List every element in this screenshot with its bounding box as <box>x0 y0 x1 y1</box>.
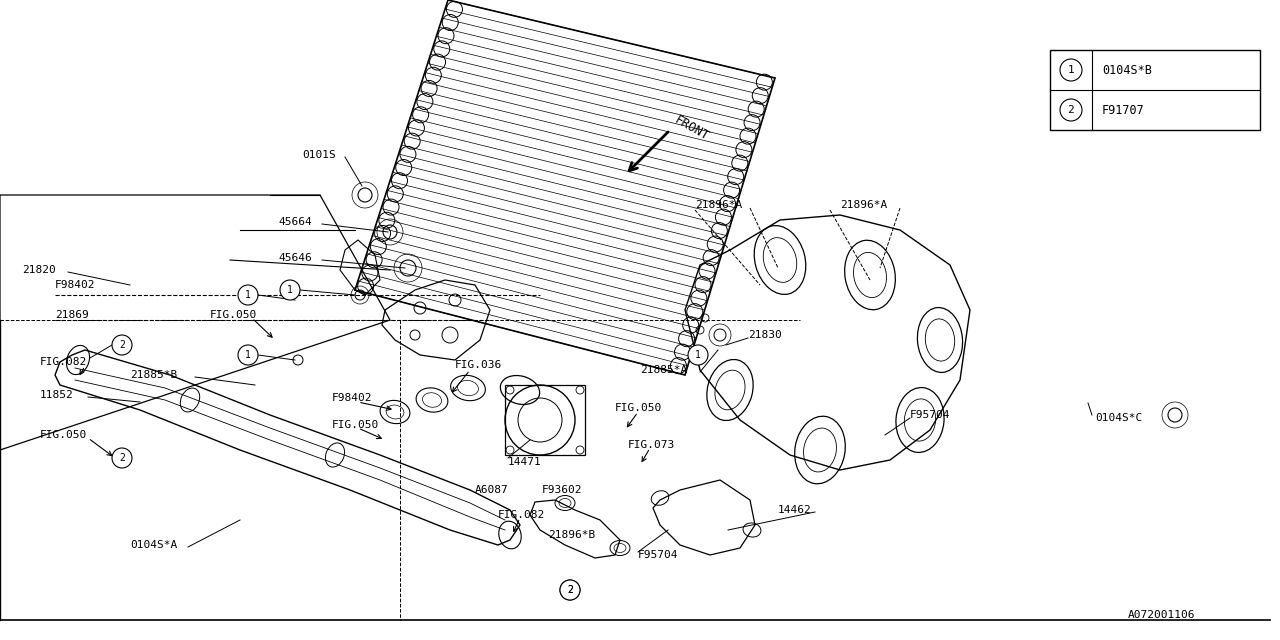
Circle shape <box>280 280 300 300</box>
Circle shape <box>561 580 580 600</box>
Text: 14471: 14471 <box>508 457 541 467</box>
Text: 21896*A: 21896*A <box>840 200 887 210</box>
Text: FIG.050: FIG.050 <box>614 403 662 413</box>
Text: 0104S*A: 0104S*A <box>131 540 177 550</box>
Text: F91707: F91707 <box>1102 104 1144 116</box>
Text: A072001106: A072001106 <box>1128 610 1196 620</box>
Text: F95704: F95704 <box>637 550 678 560</box>
Text: 0104S*C: 0104S*C <box>1094 413 1142 423</box>
Text: F98402: F98402 <box>332 393 372 403</box>
Text: 21885*B: 21885*B <box>131 370 177 380</box>
Circle shape <box>238 345 259 365</box>
Text: F98402: F98402 <box>55 280 96 290</box>
Circle shape <box>113 335 132 355</box>
Text: FIG.082: FIG.082 <box>498 510 545 520</box>
Text: FIG.050: FIG.050 <box>332 420 379 430</box>
Text: F95704: F95704 <box>910 410 951 420</box>
Text: F93602: F93602 <box>541 485 582 495</box>
Circle shape <box>561 580 580 600</box>
Text: A6087: A6087 <box>475 485 508 495</box>
Text: 45646: 45646 <box>278 253 312 263</box>
Text: FIG.036: FIG.036 <box>454 360 502 370</box>
Text: 11852: 11852 <box>40 390 74 400</box>
Text: 2: 2 <box>119 340 125 350</box>
Text: 2: 2 <box>567 585 573 595</box>
Text: 21820: 21820 <box>22 265 56 275</box>
Text: FIG.082: FIG.082 <box>40 357 87 367</box>
Circle shape <box>689 345 708 365</box>
Text: 21885*A: 21885*A <box>640 365 687 375</box>
Text: 1: 1 <box>287 285 293 295</box>
Text: 0104S*B: 0104S*B <box>1102 63 1152 77</box>
Circle shape <box>113 448 132 468</box>
Text: 2: 2 <box>567 585 573 595</box>
Text: 1: 1 <box>244 350 251 360</box>
Text: 21896*B: 21896*B <box>548 530 595 540</box>
Text: 45664: 45664 <box>278 217 312 227</box>
Text: 21830: 21830 <box>748 330 782 340</box>
Text: 1: 1 <box>1068 65 1074 75</box>
Text: 21869: 21869 <box>55 310 88 320</box>
Circle shape <box>238 285 259 305</box>
Text: FIG.050: FIG.050 <box>40 430 87 440</box>
Text: 1: 1 <box>695 350 701 360</box>
Text: FRONT: FRONT <box>672 114 710 144</box>
Text: 2: 2 <box>1068 105 1074 115</box>
Text: 21896*A: 21896*A <box>695 200 742 210</box>
Text: FIG.073: FIG.073 <box>628 440 676 450</box>
Text: 0101S: 0101S <box>302 150 335 160</box>
Text: 14462: 14462 <box>778 505 812 515</box>
Text: FIG.050: FIG.050 <box>210 310 257 320</box>
Bar <box>1050 50 1260 130</box>
Circle shape <box>1060 59 1082 81</box>
Text: 1: 1 <box>244 290 251 300</box>
Text: 2: 2 <box>119 453 125 463</box>
Circle shape <box>1060 99 1082 121</box>
